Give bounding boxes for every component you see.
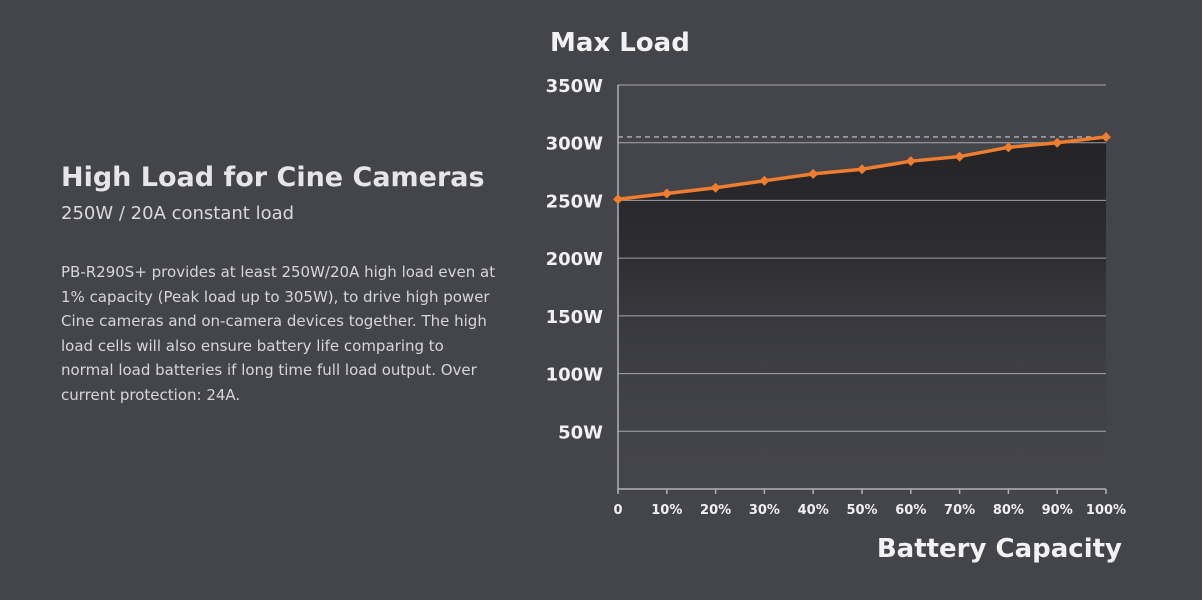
grid-layer xyxy=(618,84,1106,432)
x-tick-label: 80% xyxy=(993,503,1024,518)
chart-title: Max Load xyxy=(550,28,690,58)
tick-label-layer: 50W 100W 150W 200W 250W 300W 350W 0 10% 20% 30% 40%… xyxy=(546,76,1127,518)
x-tick-label: 20% xyxy=(700,503,731,518)
y-tick-label: 350W xyxy=(546,76,604,97)
y-tick-label: 150W xyxy=(546,307,604,328)
series-layer xyxy=(613,131,1111,205)
x-tick-label: 10% xyxy=(651,503,682,518)
feature-subheadline: 250W / 20A constant load xyxy=(61,203,295,224)
feature-headline: High Load for Cine Cameras xyxy=(61,162,485,193)
area-fill-layer xyxy=(618,136,1106,489)
y-tick-label: 250W xyxy=(546,191,604,212)
data-point xyxy=(808,168,819,179)
data-point xyxy=(759,175,770,186)
data-point xyxy=(661,188,672,199)
data-point xyxy=(710,182,721,193)
y-tick-label: 100W xyxy=(546,365,604,386)
data-point xyxy=(613,194,623,205)
data-point xyxy=(1101,131,1111,142)
x-tick-label: 0 xyxy=(613,503,622,518)
data-point xyxy=(905,156,916,167)
x-tick-label: 40% xyxy=(798,503,829,518)
y-tick-label: 200W xyxy=(546,249,604,270)
x-tick-label: 100% xyxy=(1086,503,1126,518)
y-tick-label: 300W xyxy=(546,134,604,155)
y-tick-label: 50W xyxy=(558,422,603,443)
feature-text-block: High Load for Cine Cameras 250W / 20A co… xyxy=(61,160,501,407)
data-point xyxy=(1003,142,1014,153)
feature-description: PB-R290S+ provides at least 250W/20A hig… xyxy=(61,263,496,404)
x-tick-label: 70% xyxy=(944,503,975,518)
area-fill xyxy=(618,136,1106,489)
x-tick-label: 60% xyxy=(895,503,926,518)
x-tick-label: 50% xyxy=(846,503,877,518)
x-tick-label: 30% xyxy=(749,503,780,518)
axis-layer xyxy=(617,85,1107,494)
x-axis-title: Battery Capacity xyxy=(876,534,1122,564)
data-point xyxy=(857,164,867,175)
data-point xyxy=(1052,137,1063,148)
x-tick-label: 90% xyxy=(1042,503,1073,518)
data-point xyxy=(954,151,965,162)
